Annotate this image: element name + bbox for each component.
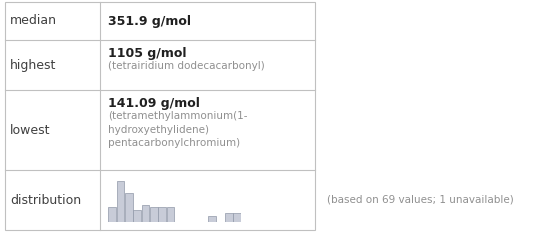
Bar xyxy=(117,181,124,222)
Text: lowest: lowest xyxy=(10,124,50,136)
Bar xyxy=(167,208,174,222)
Bar xyxy=(233,213,241,222)
Bar xyxy=(125,193,133,222)
Bar xyxy=(141,205,149,222)
Text: (based on 69 values; 1 unavailable): (based on 69 values; 1 unavailable) xyxy=(327,195,514,205)
Bar xyxy=(5,2,315,230)
Text: 1105 g/mol: 1105 g/mol xyxy=(108,47,186,60)
Bar xyxy=(133,210,141,222)
Text: (tetramethylammonium(1-
hydroxyethylidene)
pentacarbonylchromium): (tetramethylammonium(1- hydroxyethyliden… xyxy=(108,111,247,148)
Bar xyxy=(209,216,216,222)
Bar xyxy=(108,208,116,222)
Bar xyxy=(158,208,166,222)
Text: highest: highest xyxy=(10,58,56,72)
Text: (tetrairidium dodecacarbonyl): (tetrairidium dodecacarbonyl) xyxy=(108,61,265,71)
Text: distribution: distribution xyxy=(10,194,81,206)
Bar xyxy=(150,208,157,222)
Text: 351.9 g/mol: 351.9 g/mol xyxy=(108,15,191,28)
Text: median: median xyxy=(10,15,57,28)
Bar xyxy=(225,213,233,222)
Text: 141.09 g/mol: 141.09 g/mol xyxy=(108,97,200,110)
